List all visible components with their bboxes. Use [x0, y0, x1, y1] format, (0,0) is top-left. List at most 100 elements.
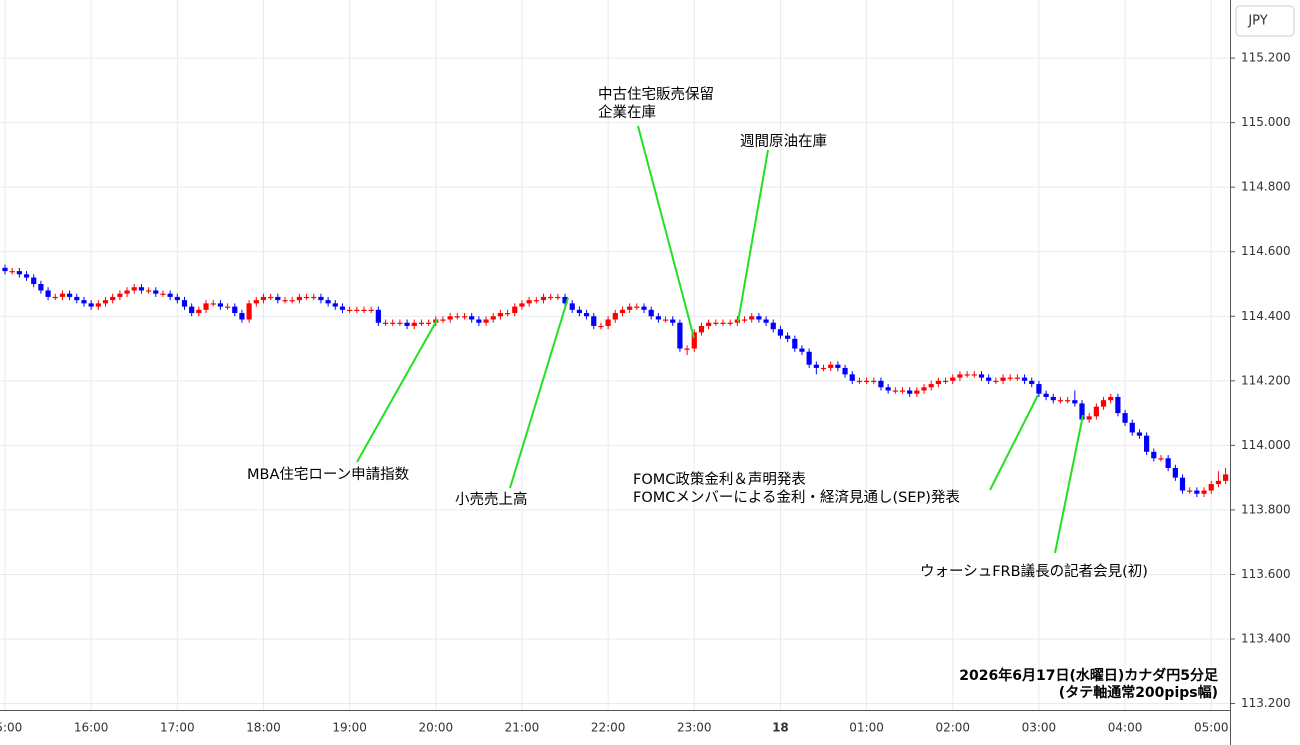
candle-body [354, 309, 360, 312]
candle-body [1165, 458, 1171, 468]
candle-body [533, 300, 539, 302]
y-tick-label: 114.600 [1241, 244, 1291, 258]
candle-body [1151, 451, 1157, 459]
candle-body [993, 380, 999, 383]
y-tick-label: 113.400 [1241, 632, 1291, 646]
candle-body [260, 296, 267, 301]
candles [2, 264, 1229, 497]
candle-body [411, 322, 417, 326]
candle-body [569, 303, 575, 310]
candle-body [1144, 435, 1150, 452]
candle-body [978, 374, 985, 378]
y-tick-label: 114.800 [1241, 180, 1291, 194]
candle-body [404, 322, 410, 326]
candle-body [655, 316, 661, 320]
candle-body [634, 306, 640, 308]
leader-line [637, 125, 695, 339]
candle-body [612, 313, 618, 320]
candle-body [1108, 396, 1114, 401]
annotation: 小売売上高 [455, 491, 528, 508]
candle-body [964, 374, 970, 376]
annotation: 週間原油在庫 [740, 133, 827, 150]
leader-line [509, 297, 569, 489]
candle-body [268, 296, 274, 299]
annotation: 中古住宅販売保留 [598, 86, 714, 103]
candle-body [878, 380, 884, 388]
annotation: 企業在庫 [598, 103, 656, 121]
candle-body [476, 319, 482, 323]
candle-body [627, 306, 633, 310]
candle-body [181, 300, 188, 307]
candle-body [426, 322, 432, 324]
candle-body [361, 309, 367, 312]
candle-body [1172, 467, 1178, 478]
candle-body [885, 387, 891, 391]
y-tick-label: 114.000 [1241, 438, 1291, 452]
candle-body [605, 319, 611, 326]
candle-body [1072, 400, 1078, 404]
y-tick-label: 113.600 [1241, 567, 1291, 581]
candle-body [332, 303, 338, 307]
candle-body [153, 290, 159, 294]
candle-body [935, 380, 941, 385]
candle-body [440, 319, 446, 321]
candle-body [461, 316, 468, 318]
candle-body [138, 287, 145, 291]
candle-body [648, 309, 654, 317]
candle-body [447, 316, 453, 320]
candle-body [246, 303, 252, 320]
candle-body [1215, 480, 1222, 485]
y-tick-label: 115.000 [1241, 115, 1291, 129]
candle-body [1201, 490, 1207, 494]
candle-body [777, 329, 784, 336]
candle-body [1050, 396, 1056, 401]
annotation: FOMCメンバーによる金利・経済見通し(SEP)発表 [633, 489, 960, 506]
candle-body [763, 319, 769, 323]
candle-body [713, 322, 719, 324]
leader-line [1054, 414, 1084, 554]
candle-body [720, 322, 726, 324]
annotation: MBA住宅ローン申請指数 [247, 466, 410, 483]
candle-body [1208, 484, 1214, 491]
candle-body [555, 296, 561, 299]
candle-body [210, 303, 216, 305]
candle-body [540, 296, 547, 301]
candle-body [131, 287, 137, 291]
candle-body [950, 377, 956, 381]
candle-body [74, 296, 80, 301]
candle-body [303, 296, 310, 299]
candle-body [1021, 377, 1028, 381]
candle-body [677, 322, 683, 349]
candle-body [792, 338, 798, 349]
candle-body [339, 306, 346, 310]
candle-body [691, 332, 697, 349]
candle-body [325, 300, 331, 304]
x-tick-label: 23:00 [677, 721, 712, 735]
candle-body [382, 322, 389, 324]
candle-body [81, 300, 87, 304]
candle-body [397, 322, 403, 324]
x-tick-label: 17:00 [160, 721, 195, 735]
candle-body [45, 290, 51, 297]
y-tick-label: 114.200 [1241, 373, 1291, 387]
candle-body [1043, 393, 1049, 397]
candle-body [662, 319, 669, 321]
candle-body [1179, 477, 1186, 491]
candle-body [1079, 403, 1085, 420]
candle-body [670, 319, 676, 323]
candle-body [1100, 400, 1107, 407]
candle-body [813, 364, 819, 368]
candle-body [146, 290, 152, 292]
candle-body [591, 316, 597, 326]
candle-body [289, 300, 295, 302]
candle-body [224, 306, 231, 308]
candle-body [842, 367, 848, 375]
candle-body [253, 300, 259, 304]
candle-body [1136, 432, 1143, 436]
candle-body [641, 306, 647, 310]
x-tick-label: 04:00 [1108, 721, 1143, 735]
candle-body [38, 284, 44, 291]
x-tick-label: 16:00 [74, 721, 109, 735]
candle-body [512, 306, 518, 314]
